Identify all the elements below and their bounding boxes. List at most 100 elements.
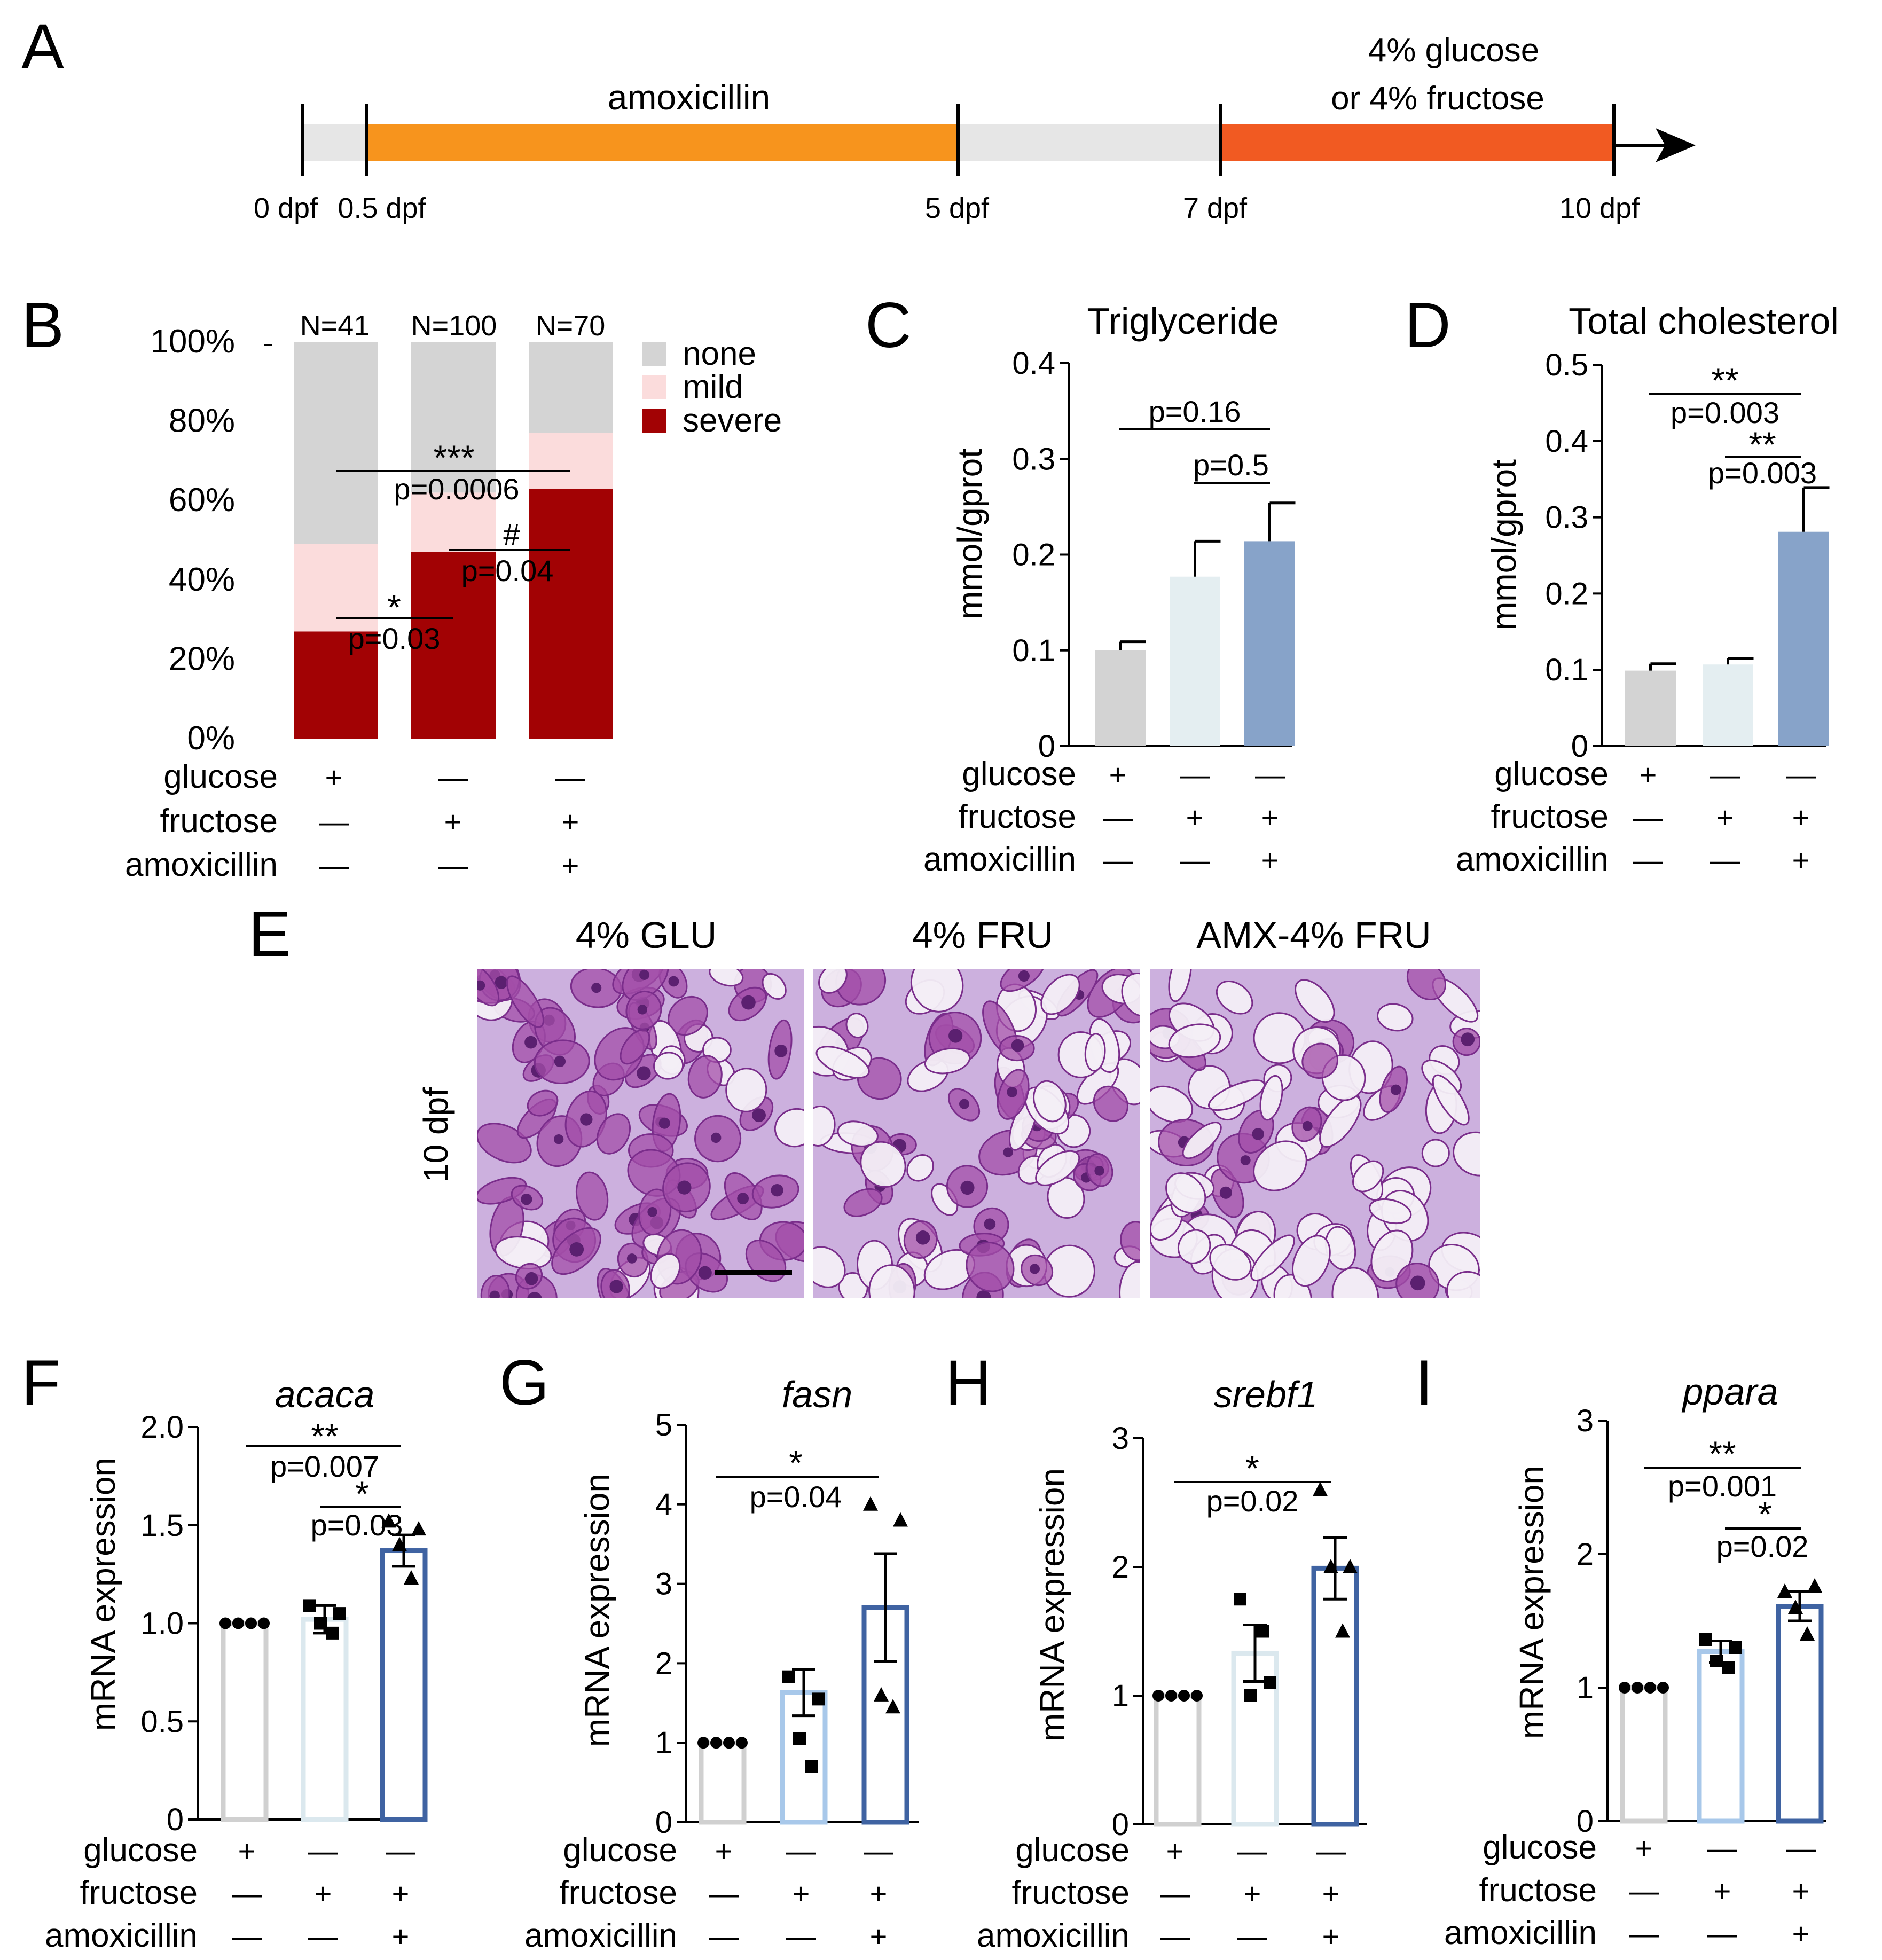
g-sig-p: p=0.04 (750, 1480, 842, 1514)
y-tick-label: 0.1 (1545, 653, 1588, 687)
legend-label-none: none (683, 335, 756, 372)
nucleus (771, 1184, 783, 1197)
panel-d: D Total cholesterol mmol/gprot 0 0.1 0.2 0.… (1405, 289, 1839, 878)
condition-sign: — (1180, 843, 1210, 877)
legend-swatch-severe (642, 409, 666, 433)
b-n-labels: N=41 N=100 N=70 (300, 310, 606, 342)
data-point (1152, 1690, 1164, 1702)
bar (1625, 670, 1676, 746)
timeline-tick-label: 7 dpf (1183, 192, 1248, 224)
y-tick-label: 0.3 (1545, 500, 1588, 535)
f-sig-stars: ** (311, 1416, 338, 1456)
f-title: acaca (275, 1374, 375, 1415)
condition-row-label: glucose (1494, 756, 1609, 793)
lipid-vacuole (906, 1154, 935, 1182)
nucleus (527, 1292, 542, 1298)
y-tick-label: 0 (655, 1805, 672, 1840)
y-tick-label: 100% (150, 323, 235, 360)
condition-row-label: glucose (163, 758, 278, 795)
b-n-label: N=41 (300, 310, 370, 342)
nucleus (580, 1113, 593, 1126)
condition-sign: + (1261, 843, 1279, 877)
condition-sign: + (315, 1877, 332, 1910)
e-side-label: 10 dpf (417, 1087, 455, 1182)
data-point (723, 1737, 735, 1749)
bar (1095, 650, 1146, 746)
nucleus (1003, 1147, 1013, 1157)
panel-g: G fasn mRNA expression 0 1 2 3 4 5 * p=0.04 g… (499, 1347, 919, 1954)
condition-sign: — (1786, 1831, 1816, 1865)
data-point (1313, 1481, 1328, 1496)
y-tick-label: 0.4 (1545, 424, 1588, 459)
lipid-vacuole (860, 1141, 906, 1188)
y-tick-label: 0.4 (1012, 346, 1055, 381)
condition-row-label: amoxicillin (977, 1917, 1130, 1954)
nucleus (658, 1117, 670, 1129)
condition-row-label: glucose (962, 756, 1076, 793)
lipid-vacuole (1168, 969, 1192, 1002)
nucleus (609, 1280, 623, 1293)
timeline-segment-washout (958, 124, 1220, 161)
condition-sign: — (1160, 1919, 1190, 1953)
y-tick-label: 0 (167, 1802, 184, 1837)
lipid-vacuole (1084, 1033, 1106, 1072)
condition-sign: + (1261, 801, 1279, 834)
nucleus (554, 1055, 566, 1068)
b-sig-stars: # (503, 518, 520, 551)
condition-sign: — (1710, 843, 1740, 877)
g-y-label: mRNA expression (578, 1473, 616, 1747)
lipid-vacuole (653, 1052, 684, 1080)
lipid-vacuole (910, 969, 964, 1013)
condition-sign: — (1237, 1919, 1267, 1953)
lipid-vacuole (1150, 1085, 1194, 1123)
nucleus (495, 976, 508, 989)
hepatocyte (1093, 1085, 1128, 1122)
timeline-tick-label: 0.5 dpf (338, 192, 426, 224)
nucleus (915, 1230, 930, 1245)
condition-sign: — (1160, 1877, 1190, 1910)
nucleus (626, 1253, 637, 1264)
data-point (245, 1617, 257, 1629)
y-tick-label: 5 (655, 1408, 672, 1442)
y-tick-label: 0% (187, 720, 235, 757)
hepatocyte (620, 1029, 650, 1065)
data-point (893, 1512, 908, 1527)
lipid-vacuole (1319, 1095, 1362, 1148)
he-image-cells (813, 969, 1140, 1298)
data-point (885, 1699, 900, 1714)
nucleus (948, 1029, 963, 1043)
condition-sign: + (870, 1877, 888, 1910)
lipid-vacuole (1377, 1003, 1414, 1032)
hepatocyte (687, 1055, 723, 1099)
lipid-vacuole (818, 969, 848, 994)
data-point (1644, 1682, 1656, 1694)
condition-sign: — (786, 1834, 816, 1868)
condition-row-label: amoxicillin (125, 846, 278, 883)
y-tick-label: 0.3 (1012, 442, 1055, 476)
panel-a: A amoxicillin 4% glucose or 4% fructose … (21, 11, 1696, 224)
condition-sign: + (1322, 1877, 1340, 1910)
nucleus (1240, 1155, 1251, 1166)
nucleus (524, 1036, 537, 1049)
bar (380, 1548, 428, 1822)
condition-sign: + (1792, 1874, 1810, 1908)
none-segment (529, 342, 613, 433)
b-significance: *** p=0.0006 # p=0.04 * p=0.03 (336, 438, 570, 655)
bar (699, 1740, 747, 1825)
nucleus (1410, 1275, 1425, 1291)
panel-letter-h: H (945, 1347, 992, 1418)
timeline-tick-label: 10 dpf (1559, 192, 1640, 224)
bar (1697, 1649, 1745, 1824)
lipid-vacuole (709, 969, 744, 987)
nucleus (959, 1099, 969, 1109)
condition-sign: — (1180, 758, 1210, 791)
nucleus (668, 976, 679, 987)
bar (1170, 576, 1220, 746)
b-n-label: N=70 (536, 310, 606, 342)
nucleus (960, 1180, 975, 1195)
timeline-label-sugar-line1: 4% glucose (1368, 32, 1540, 69)
lipid-vacuole (1369, 1198, 1412, 1225)
y-tick-label: 0 (1571, 729, 1588, 764)
f-bars (219, 1513, 428, 1822)
condition-sign: + (562, 849, 579, 882)
